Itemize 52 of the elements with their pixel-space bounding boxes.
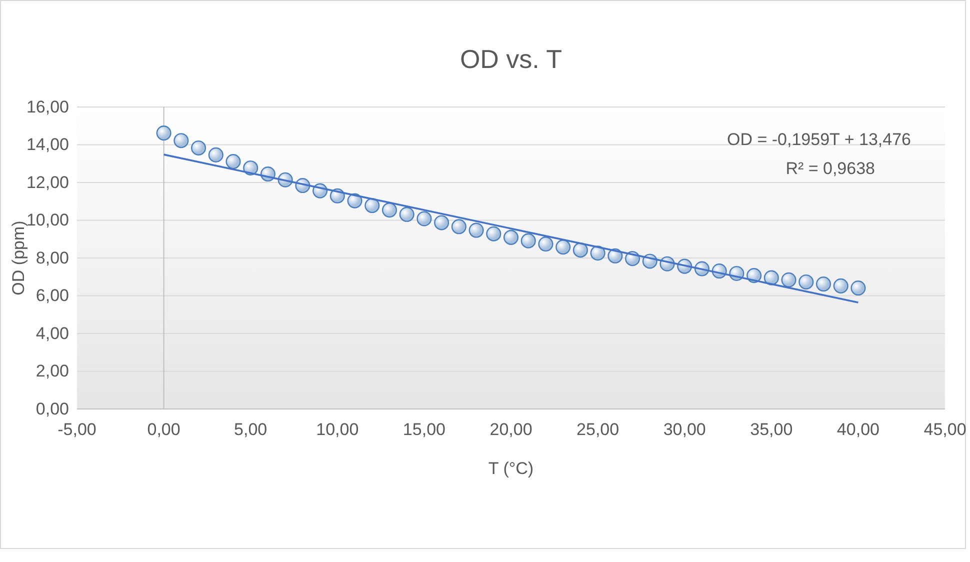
point: [572, 242, 588, 258]
point: [520, 233, 536, 248]
y-tick-label: 6,00: [36, 286, 69, 306]
x-tick-label: 25,00: [576, 420, 620, 440]
x-tick-label: 30,00: [663, 420, 706, 440]
y-tick-label: 16,00: [26, 97, 69, 116]
y-tick-label: 14,00: [26, 135, 69, 154]
x-tick-label: 15,00: [402, 420, 446, 440]
point: [399, 206, 414, 222]
annotation: OD = -0,1959T + 13,476: [727, 130, 911, 149]
y-tick-label: 8,00: [36, 248, 69, 268]
chart-title: OD vs. T: [460, 44, 562, 74]
x-tick-label: -5,00: [58, 420, 96, 440]
y-tick-label: 4,00: [36, 324, 69, 343]
point: [156, 126, 172, 141]
annotation: R² = 0,9638: [786, 159, 875, 178]
y-axis-title: OD (ppm): [9, 220, 28, 296]
point: [347, 193, 362, 208]
point: [416, 211, 432, 226]
point: [503, 230, 519, 245]
x-tick-label: 35,00: [750, 420, 793, 440]
point: [208, 147, 224, 162]
point: [364, 198, 380, 214]
point: [833, 278, 848, 294]
x-tick-label: 20,00: [490, 420, 532, 440]
y-tick-label: 10,00: [26, 210, 69, 230]
point: [434, 215, 450, 230]
point: [798, 274, 814, 290]
point: [486, 226, 502, 242]
point: [174, 133, 189, 148]
x-tick-label: 10,00: [316, 420, 359, 440]
x-tick-label: 5,00: [234, 420, 268, 440]
point: [556, 240, 571, 255]
point: [781, 272, 796, 288]
y-tick-label: 12,00: [26, 172, 69, 192]
y-tick-label: 0,00: [36, 399, 69, 418]
x-tick-label: 40,00: [836, 420, 880, 440]
x-axis-title: T (°C): [488, 459, 534, 478]
point: [382, 202, 397, 218]
point: [451, 219, 466, 234]
point: [468, 222, 484, 238]
y-tick-label: 2,00: [36, 362, 69, 381]
x-tick-label: 0,00: [147, 420, 180, 440]
point: [191, 140, 206, 156]
point: [816, 276, 831, 292]
point: [590, 246, 606, 261]
point: [226, 154, 241, 170]
point: [538, 236, 554, 252]
point: [764, 270, 779, 286]
x-tick-label: 45,00: [924, 420, 966, 440]
point: [608, 248, 623, 264]
point: [850, 280, 866, 296]
